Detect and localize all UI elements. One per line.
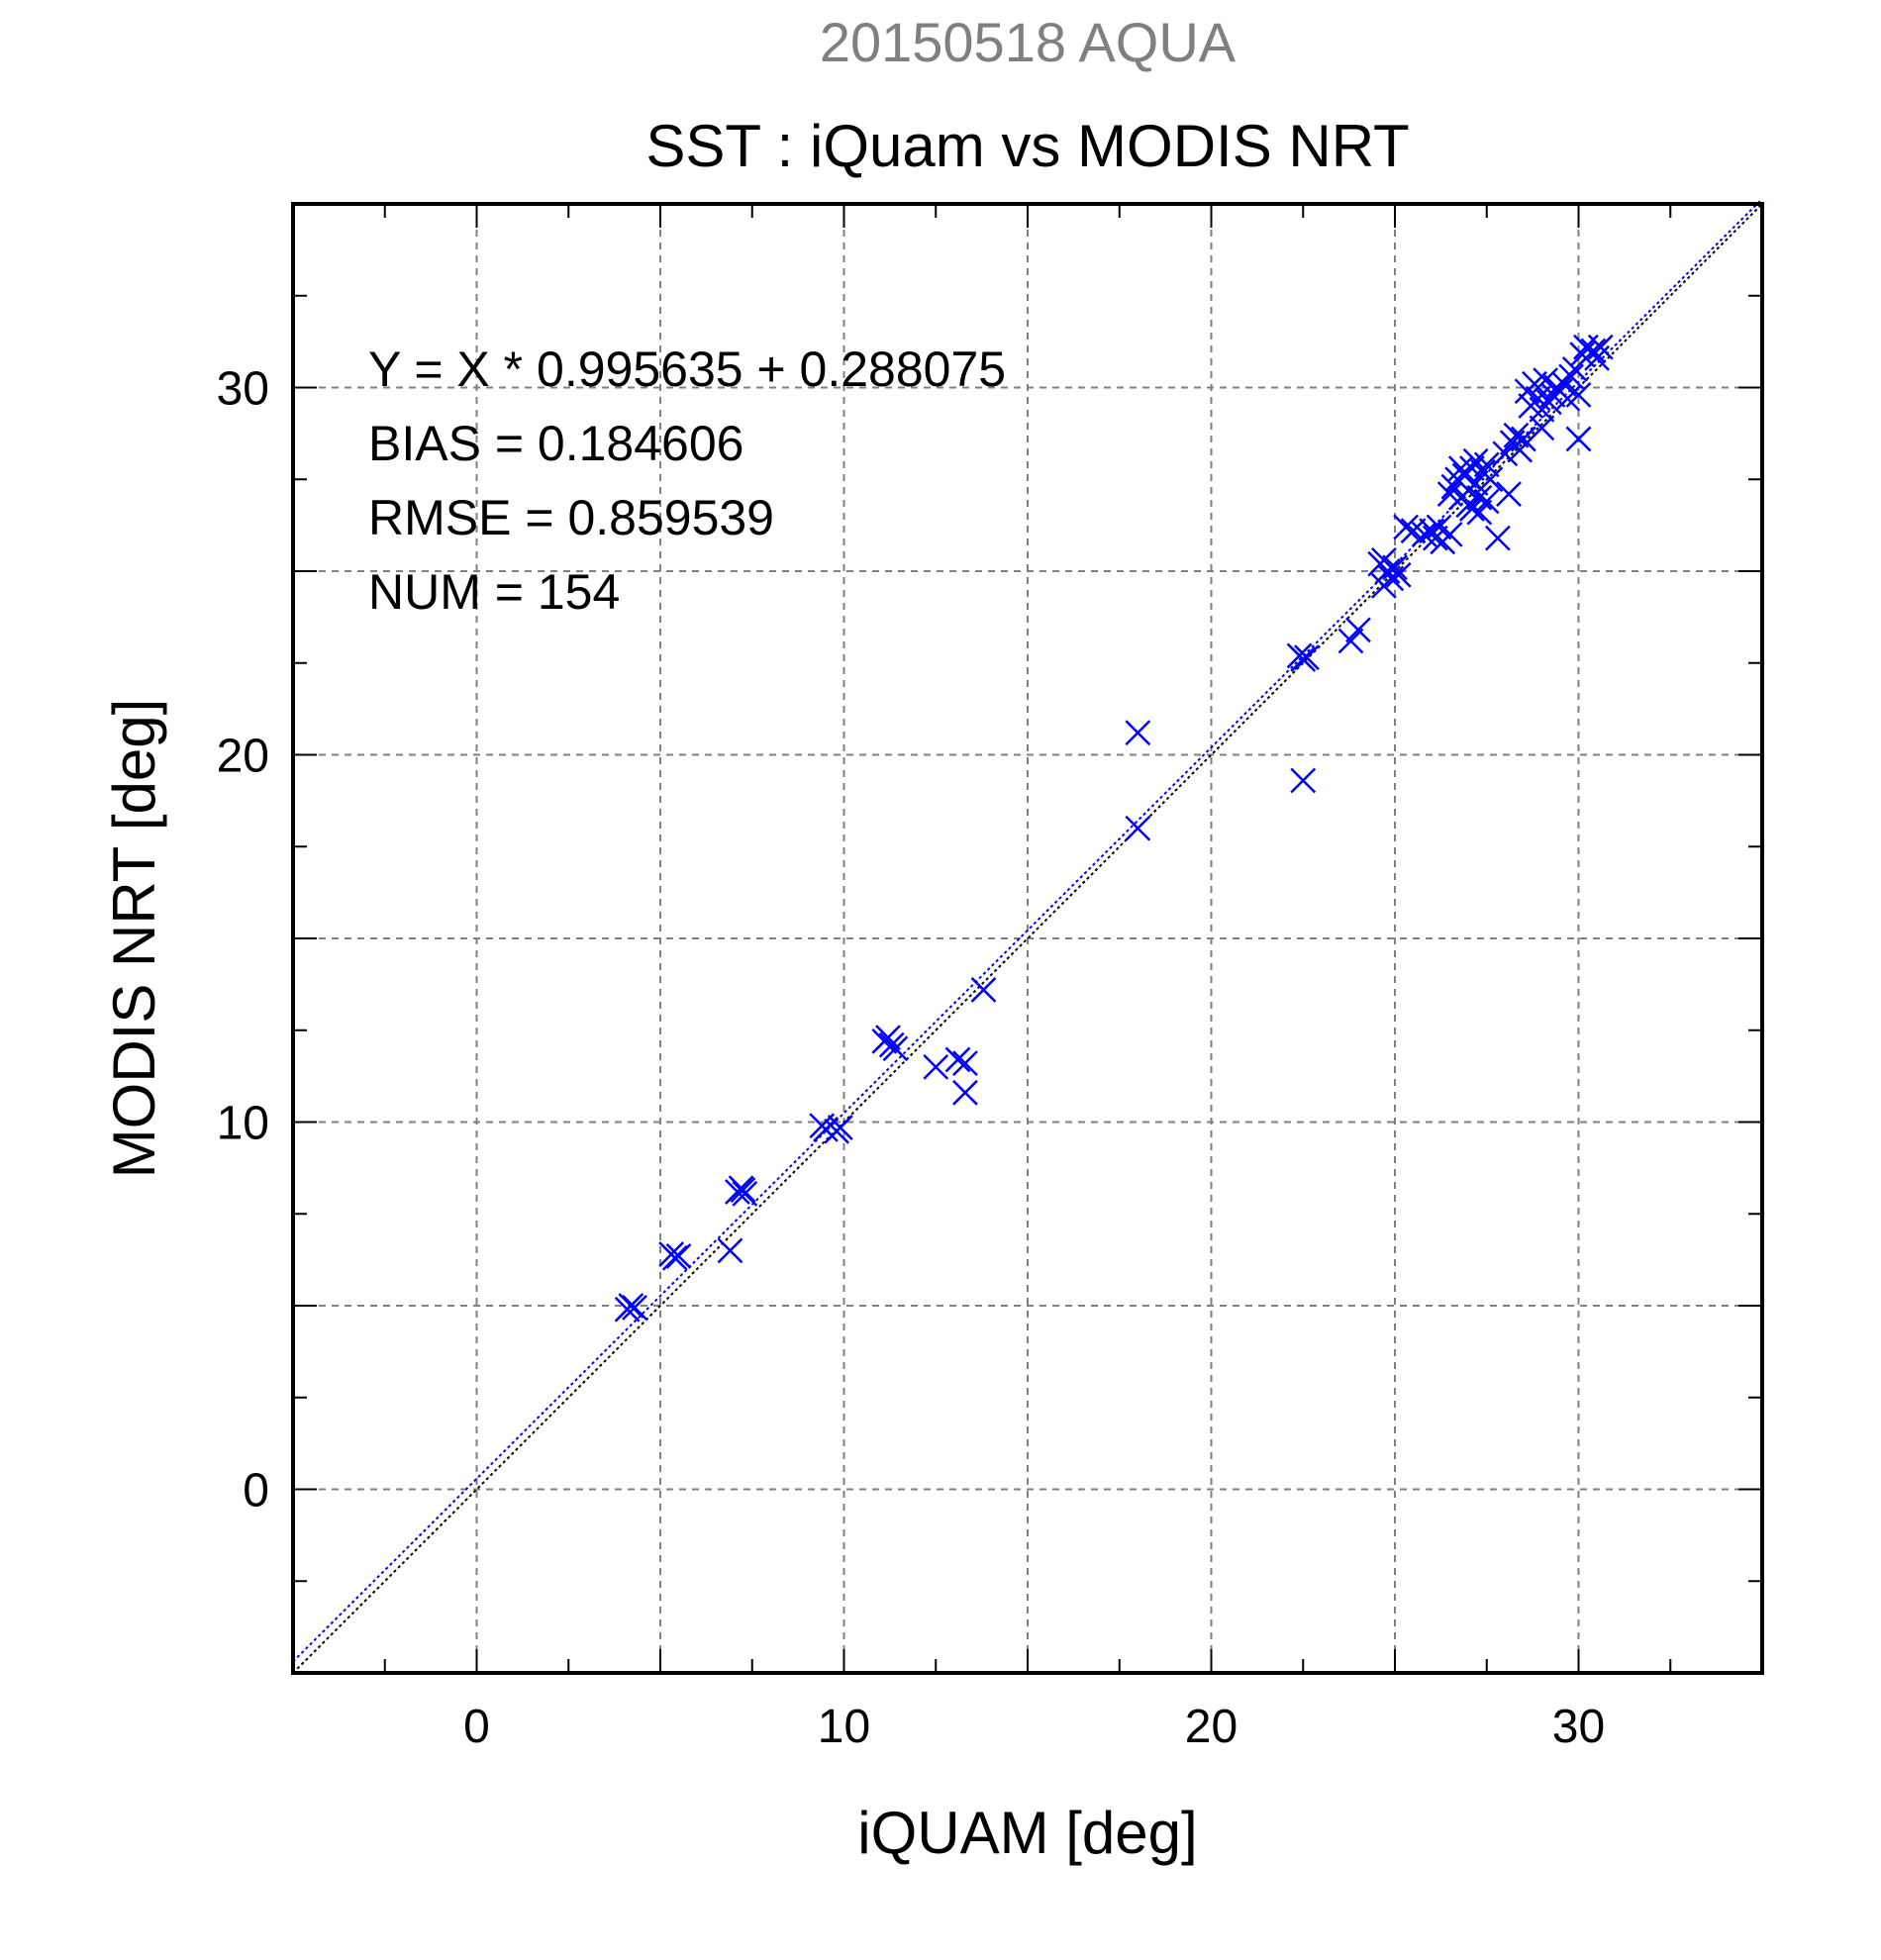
data-point: [1447, 455, 1474, 482]
data-point: [1565, 382, 1592, 408]
data-point: [1385, 561, 1412, 588]
data-point: [665, 1243, 692, 1269]
x-tick-label: 10: [818, 1701, 870, 1753]
x-tick-label: 20: [1185, 1701, 1238, 1753]
data-point: [1477, 466, 1504, 493]
regression-line: [292, 198, 1763, 1663]
data-point: [1459, 496, 1485, 522]
data-point: [1496, 481, 1522, 507]
data-point: [717, 1237, 743, 1264]
data-point: [1587, 334, 1614, 360]
x-tick-label: 0: [463, 1701, 490, 1753]
data-point: [1462, 447, 1489, 474]
data-point: [1484, 525, 1511, 551]
data-point: [952, 1079, 978, 1106]
data-point: [882, 1035, 909, 1062]
data-point: [952, 1050, 978, 1077]
data-point: [1558, 363, 1584, 390]
data-point: [1382, 554, 1408, 581]
chart-supertitle: 20150518 AQUA: [820, 11, 1237, 73]
data-point: [618, 1293, 644, 1319]
data-point: [622, 1294, 647, 1321]
data-point: [1393, 514, 1420, 540]
bias-stat: BIAS = 0.184606: [368, 416, 743, 471]
y-axis-label: MODIS NRT [deg]: [101, 699, 167, 1179]
data-points: [614, 334, 1614, 1323]
data-point: [1473, 488, 1500, 515]
data-point: [1294, 644, 1320, 671]
data-point: [875, 1025, 901, 1051]
x-axis-label: iQUAM [deg]: [857, 1800, 1197, 1866]
data-point: [1436, 522, 1463, 547]
data-point: [1337, 628, 1364, 654]
x-tick-label: 30: [1552, 1701, 1605, 1753]
y-tick-label: 20: [217, 731, 269, 783]
y-tick-label: 0: [243, 1465, 269, 1518]
data-point: [730, 1177, 756, 1204]
data-point: [661, 1244, 688, 1271]
data-point: [1290, 646, 1317, 672]
data-point: [923, 1053, 949, 1080]
data-point: [1466, 499, 1493, 526]
data-point: [1510, 426, 1536, 452]
data-point: [1492, 441, 1519, 467]
data-point: [1580, 338, 1607, 364]
y-tick-label: 10: [217, 1098, 269, 1150]
regression-equation: Y = X * 0.995635 + 0.288075: [368, 342, 1006, 397]
data-point: [1529, 415, 1555, 441]
chart-title: SST : iQuam vs MODIS NRT: [645, 113, 1409, 179]
data-point: [1426, 514, 1452, 540]
data-point: [944, 1046, 971, 1073]
data-point: [1125, 720, 1151, 746]
grid: [293, 204, 1762, 1673]
data-point: [970, 977, 997, 1003]
data-point: [1290, 767, 1317, 794]
num-stat: NUM = 154: [368, 564, 620, 620]
tick-marks: [292, 203, 1763, 1674]
data-point: [827, 1115, 853, 1140]
data-point: [1370, 572, 1397, 599]
plot-frame: [291, 202, 1764, 1675]
data-point: [1125, 815, 1151, 841]
tick-labels: 0 10 20 30 0 10 20 30: [217, 363, 1606, 1754]
data-point: [732, 1180, 758, 1207]
data-point: [1345, 617, 1371, 643]
data-point: [1565, 426, 1592, 452]
y-tick-label: 30: [217, 363, 269, 416]
rmse-stat: RMSE = 0.859539: [368, 490, 774, 545]
data-point: [1503, 422, 1530, 448]
